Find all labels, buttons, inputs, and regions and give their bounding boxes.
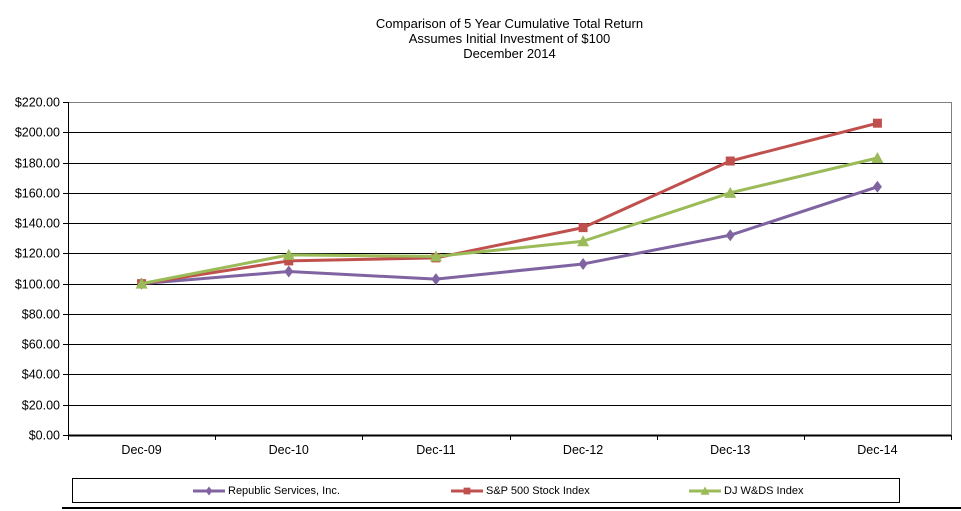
diamond-marker-icon — [872, 180, 882, 193]
triangle-marker-icon — [429, 250, 442, 262]
x-axis-label: Dec-13 — [710, 443, 750, 457]
legend-entry-djwds: DJ W&DS Index — [687, 483, 803, 499]
chart-bottom-border — [62, 507, 961, 509]
series-line-2 — [140, 156, 879, 286]
series-line-1 — [140, 121, 879, 286]
square-marker-icon — [463, 487, 471, 495]
y-axis-label: $200.00 — [15, 126, 60, 140]
triangle-marker-icon — [700, 486, 710, 495]
triangle-marker-icon — [724, 186, 737, 198]
triangle-marker-icon — [282, 248, 295, 260]
y-axis-label: $220.00 — [15, 96, 60, 110]
chart-title-line1: Comparison of 5 Year Cumulative Total Re… — [375, 16, 644, 31]
y-axis-label: $20.00 — [22, 399, 60, 413]
x-axis-label: Dec-14 — [857, 443, 897, 457]
series-line-0 — [140, 185, 879, 286]
legend-diamond-marker-icon — [193, 486, 225, 496]
square-marker-icon — [872, 118, 882, 128]
y-axis-label: $100.00 — [15, 278, 60, 292]
x-axis-label: Dec-09 — [121, 443, 161, 457]
legend: Republic Services, Inc. S&P 500 Stock In… — [72, 478, 900, 503]
y-axis-label: $120.00 — [15, 247, 60, 261]
chart-title-line2: Assumes Initial Investment of $100 — [408, 31, 611, 46]
diamond-marker-icon — [725, 229, 735, 242]
y-axis-label: $40.00 — [22, 368, 60, 382]
square-marker-icon — [725, 156, 735, 166]
chart-title-line3: December 2014 — [463, 46, 556, 61]
legend-label-djwds: DJ W&DS Index — [724, 485, 804, 497]
y-axis-label: $0.00 — [29, 429, 60, 443]
triangle-marker-icon — [871, 152, 884, 164]
legend-square-marker-icon — [451, 487, 483, 495]
triangle-marker-icon — [577, 235, 590, 247]
diamond-marker-icon — [578, 257, 588, 270]
square-marker-icon — [578, 223, 588, 233]
x-axis-label: Dec-10 — [269, 443, 309, 457]
diamond-marker-icon — [205, 486, 213, 496]
x-axis-label: Dec-11 — [416, 443, 455, 457]
legend-label-republic-services: Republic Services, Inc. — [228, 485, 340, 497]
y-axis-label: $80.00 — [22, 308, 60, 322]
legend-label-sp500: S&P 500 Stock Index — [486, 485, 590, 497]
x-axis-label: Dec-12 — [563, 443, 603, 457]
y-axis-label: $60.00 — [22, 338, 60, 352]
diamond-marker-icon — [284, 265, 294, 278]
y-axis-label: $140.00 — [15, 217, 60, 231]
y-axis-label: $160.00 — [15, 187, 60, 201]
square-marker-icon — [284, 256, 294, 266]
legend-entry-republic-services: Republic Services, Inc. — [191, 483, 340, 499]
chart-title: Comparison of 5 Year Cumulative Total Re… — [68, 16, 951, 61]
diamond-marker-icon — [431, 273, 441, 286]
triangle-marker-icon — [135, 277, 148, 289]
y-axis-label: $180.00 — [15, 157, 60, 171]
legend-entry-sp500: S&P 500 Stock Index — [449, 483, 590, 499]
legend-triangle-marker-icon — [689, 486, 721, 495]
